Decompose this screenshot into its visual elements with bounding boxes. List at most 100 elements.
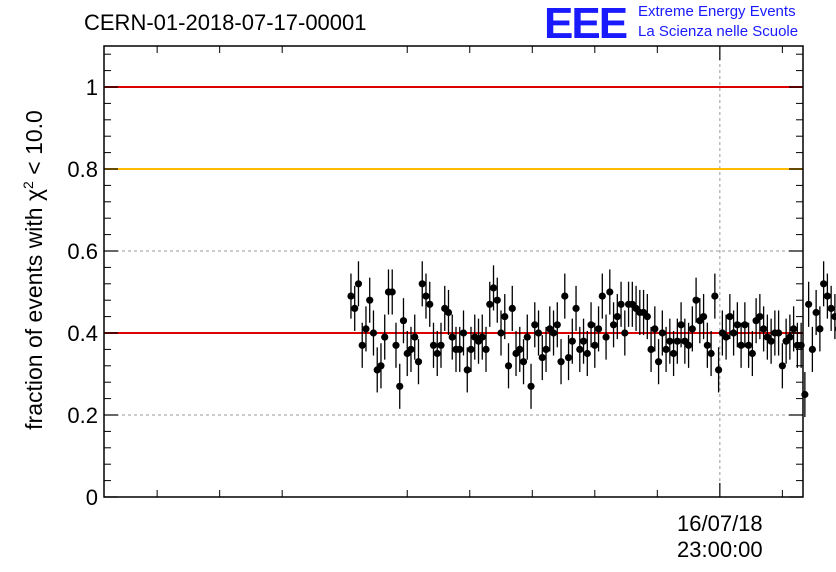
data-point <box>489 284 498 292</box>
data-point <box>617 300 625 308</box>
data-point <box>568 337 576 345</box>
data-point <box>549 329 558 337</box>
data-point <box>775 329 783 337</box>
data-point <box>523 333 531 341</box>
x-tick-date-label: 16/07/18 <box>677 511 763 536</box>
data-point <box>354 280 363 288</box>
y-axis-label: fraction of events with χ2 < 10.0 <box>20 110 48 430</box>
data-point <box>692 296 700 304</box>
x-tick-time-label: 23:00:00 <box>677 537 763 562</box>
data-point <box>377 362 385 370</box>
data-point <box>519 358 528 366</box>
data-point <box>730 329 738 337</box>
grid-layer <box>104 46 803 497</box>
data-point <box>459 329 468 337</box>
data-point <box>463 366 471 374</box>
data-point <box>534 329 543 337</box>
data-point <box>647 345 655 353</box>
data-point <box>767 337 775 345</box>
data-point <box>557 358 565 366</box>
data-point <box>396 382 404 390</box>
axis-ticks: 00.20.40.60.8116/07/1823:00:0017/07/1800… <box>67 46 803 562</box>
data-point <box>381 333 389 341</box>
data-point <box>741 321 749 329</box>
data-point <box>673 337 681 345</box>
data-point <box>805 300 813 308</box>
data-point <box>444 308 453 317</box>
data-point <box>358 341 366 349</box>
data-point <box>666 337 674 345</box>
data-point <box>362 325 370 333</box>
data-point <box>677 321 685 329</box>
data-point <box>669 349 678 358</box>
data-point <box>594 325 603 333</box>
y-tick-label: 0.6 <box>67 239 98 264</box>
y-tick-label: 0.8 <box>67 157 98 182</box>
data-point <box>561 292 569 300</box>
data-point <box>542 345 550 353</box>
data-point <box>703 341 711 349</box>
data-point <box>609 321 618 329</box>
data-point <box>347 292 355 300</box>
data-point <box>351 304 359 312</box>
data-point <box>621 329 629 337</box>
data-point <box>714 366 723 374</box>
data-point <box>414 358 423 366</box>
data-point <box>437 341 445 349</box>
data-point <box>737 341 745 349</box>
data-point <box>369 329 378 337</box>
data-point <box>699 313 708 321</box>
y-axis-label-text: fraction of events with χ <box>20 188 47 430</box>
y-tick-label: 0 <box>86 485 98 510</box>
data-point <box>786 333 794 341</box>
data-point <box>760 325 768 333</box>
data-point <box>658 329 666 337</box>
data-point <box>392 341 400 349</box>
data-point <box>591 341 599 349</box>
y-axis-label-sup: 2 <box>20 181 37 189</box>
eee-logo: EEE <box>544 0 628 48</box>
data-point <box>531 321 539 329</box>
data-point <box>448 333 456 341</box>
data-point <box>651 325 659 333</box>
data-point <box>497 329 505 337</box>
data-point <box>816 325 824 333</box>
data-point <box>598 292 606 300</box>
y-tick-label: 0.4 <box>67 321 98 346</box>
data-point <box>711 292 719 300</box>
run-title: CERN-01-2018-07-17-00001 <box>84 10 367 35</box>
data-point <box>827 304 835 312</box>
data-point <box>366 296 374 304</box>
data-point <box>831 313 836 321</box>
data-point <box>602 333 610 341</box>
data-point <box>726 313 734 321</box>
y-axis-label-tail: < 10.0 <box>20 110 47 182</box>
data-point <box>538 354 546 362</box>
data-point <box>411 333 419 341</box>
data-point <box>501 313 509 321</box>
data-point <box>429 341 438 349</box>
logo-line-2: La Scienza nelle Scuole <box>638 23 799 40</box>
data-point <box>418 280 426 288</box>
data-point <box>553 321 561 329</box>
data-point <box>823 292 831 300</box>
data-point <box>478 333 486 341</box>
data-point <box>564 354 573 362</box>
data-point <box>572 304 580 312</box>
data-point <box>756 313 764 321</box>
data-point <box>745 341 753 349</box>
data-point <box>812 308 820 317</box>
data-point <box>820 280 828 288</box>
data-point <box>733 321 741 329</box>
data-point <box>576 345 584 353</box>
data-point <box>707 349 715 358</box>
plot-frame <box>103 45 804 498</box>
data-point <box>790 325 798 333</box>
data-point <box>399 317 408 325</box>
data-point <box>583 349 591 358</box>
logo-line-1: Extreme Energy Events <box>638 3 796 20</box>
data-point <box>662 345 670 353</box>
data-point <box>722 333 730 341</box>
data-point <box>467 345 475 353</box>
data-point <box>493 296 501 304</box>
